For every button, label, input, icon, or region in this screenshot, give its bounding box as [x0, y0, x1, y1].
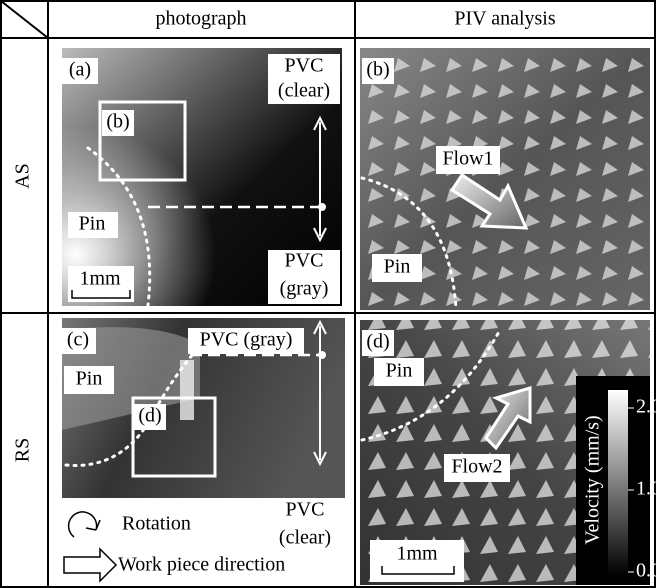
panel-label: (b) [366, 59, 389, 81]
row-label: RS [12, 438, 34, 462]
pin-label: Pin [386, 360, 413, 382]
panel-label: (d) [366, 331, 389, 353]
material-label: PVC [285, 250, 324, 272]
pin-label: Pin [76, 368, 103, 390]
inset-label: (d) [138, 405, 161, 427]
pin-label: Pin [79, 213, 106, 235]
rs-photo: (c) PVC (gray) Pin (d) PVC (clear) Rotat… [62, 318, 345, 581]
figure: photograph PIV analysis AS RS (a) (b) PV… [0, 0, 656, 588]
material-label: PVC (gray) [200, 329, 293, 351]
flow-label: Flow1 [442, 148, 493, 170]
material-label: PVC [286, 499, 325, 521]
scale-label: 1mm [396, 543, 438, 565]
material-label: (clear) [279, 527, 331, 549]
column-header: PIV analysis [454, 8, 556, 30]
material-label: (gray) [280, 278, 329, 300]
colorbar-label: Velocity (mm/s) [582, 415, 604, 544]
panel-label: (a) [69, 59, 91, 81]
pin-label: Pin [384, 256, 411, 278]
direction-label: Work piece direction [118, 554, 285, 576]
flow-label: Flow2 [451, 456, 502, 478]
inset-label: (b) [106, 111, 129, 133]
as-piv: (b) Flow1 Pin [360, 48, 650, 310]
as-photo: (a) (b) PVC (clear) Pin 1mm PVC (gray) [62, 48, 342, 306]
material-label: PVC [285, 55, 324, 77]
colorbar-tick-label: 2.0 [636, 396, 656, 418]
colorbar-tick-label: 1.0 [636, 478, 656, 500]
panel-label: (c) [67, 329, 89, 351]
rotation-label: Rotation [122, 513, 191, 535]
scale-label: 1mm [79, 268, 121, 290]
rs-piv: (d) Pin Flow2 1mm Velocity (mm/s) 2.0 1.0… [360, 320, 656, 585]
row-label: AS [12, 163, 34, 189]
material-label: (clear) [278, 80, 330, 102]
colorbar-tick-label: 0.0 [636, 560, 656, 582]
column-header: photograph [155, 8, 246, 30]
